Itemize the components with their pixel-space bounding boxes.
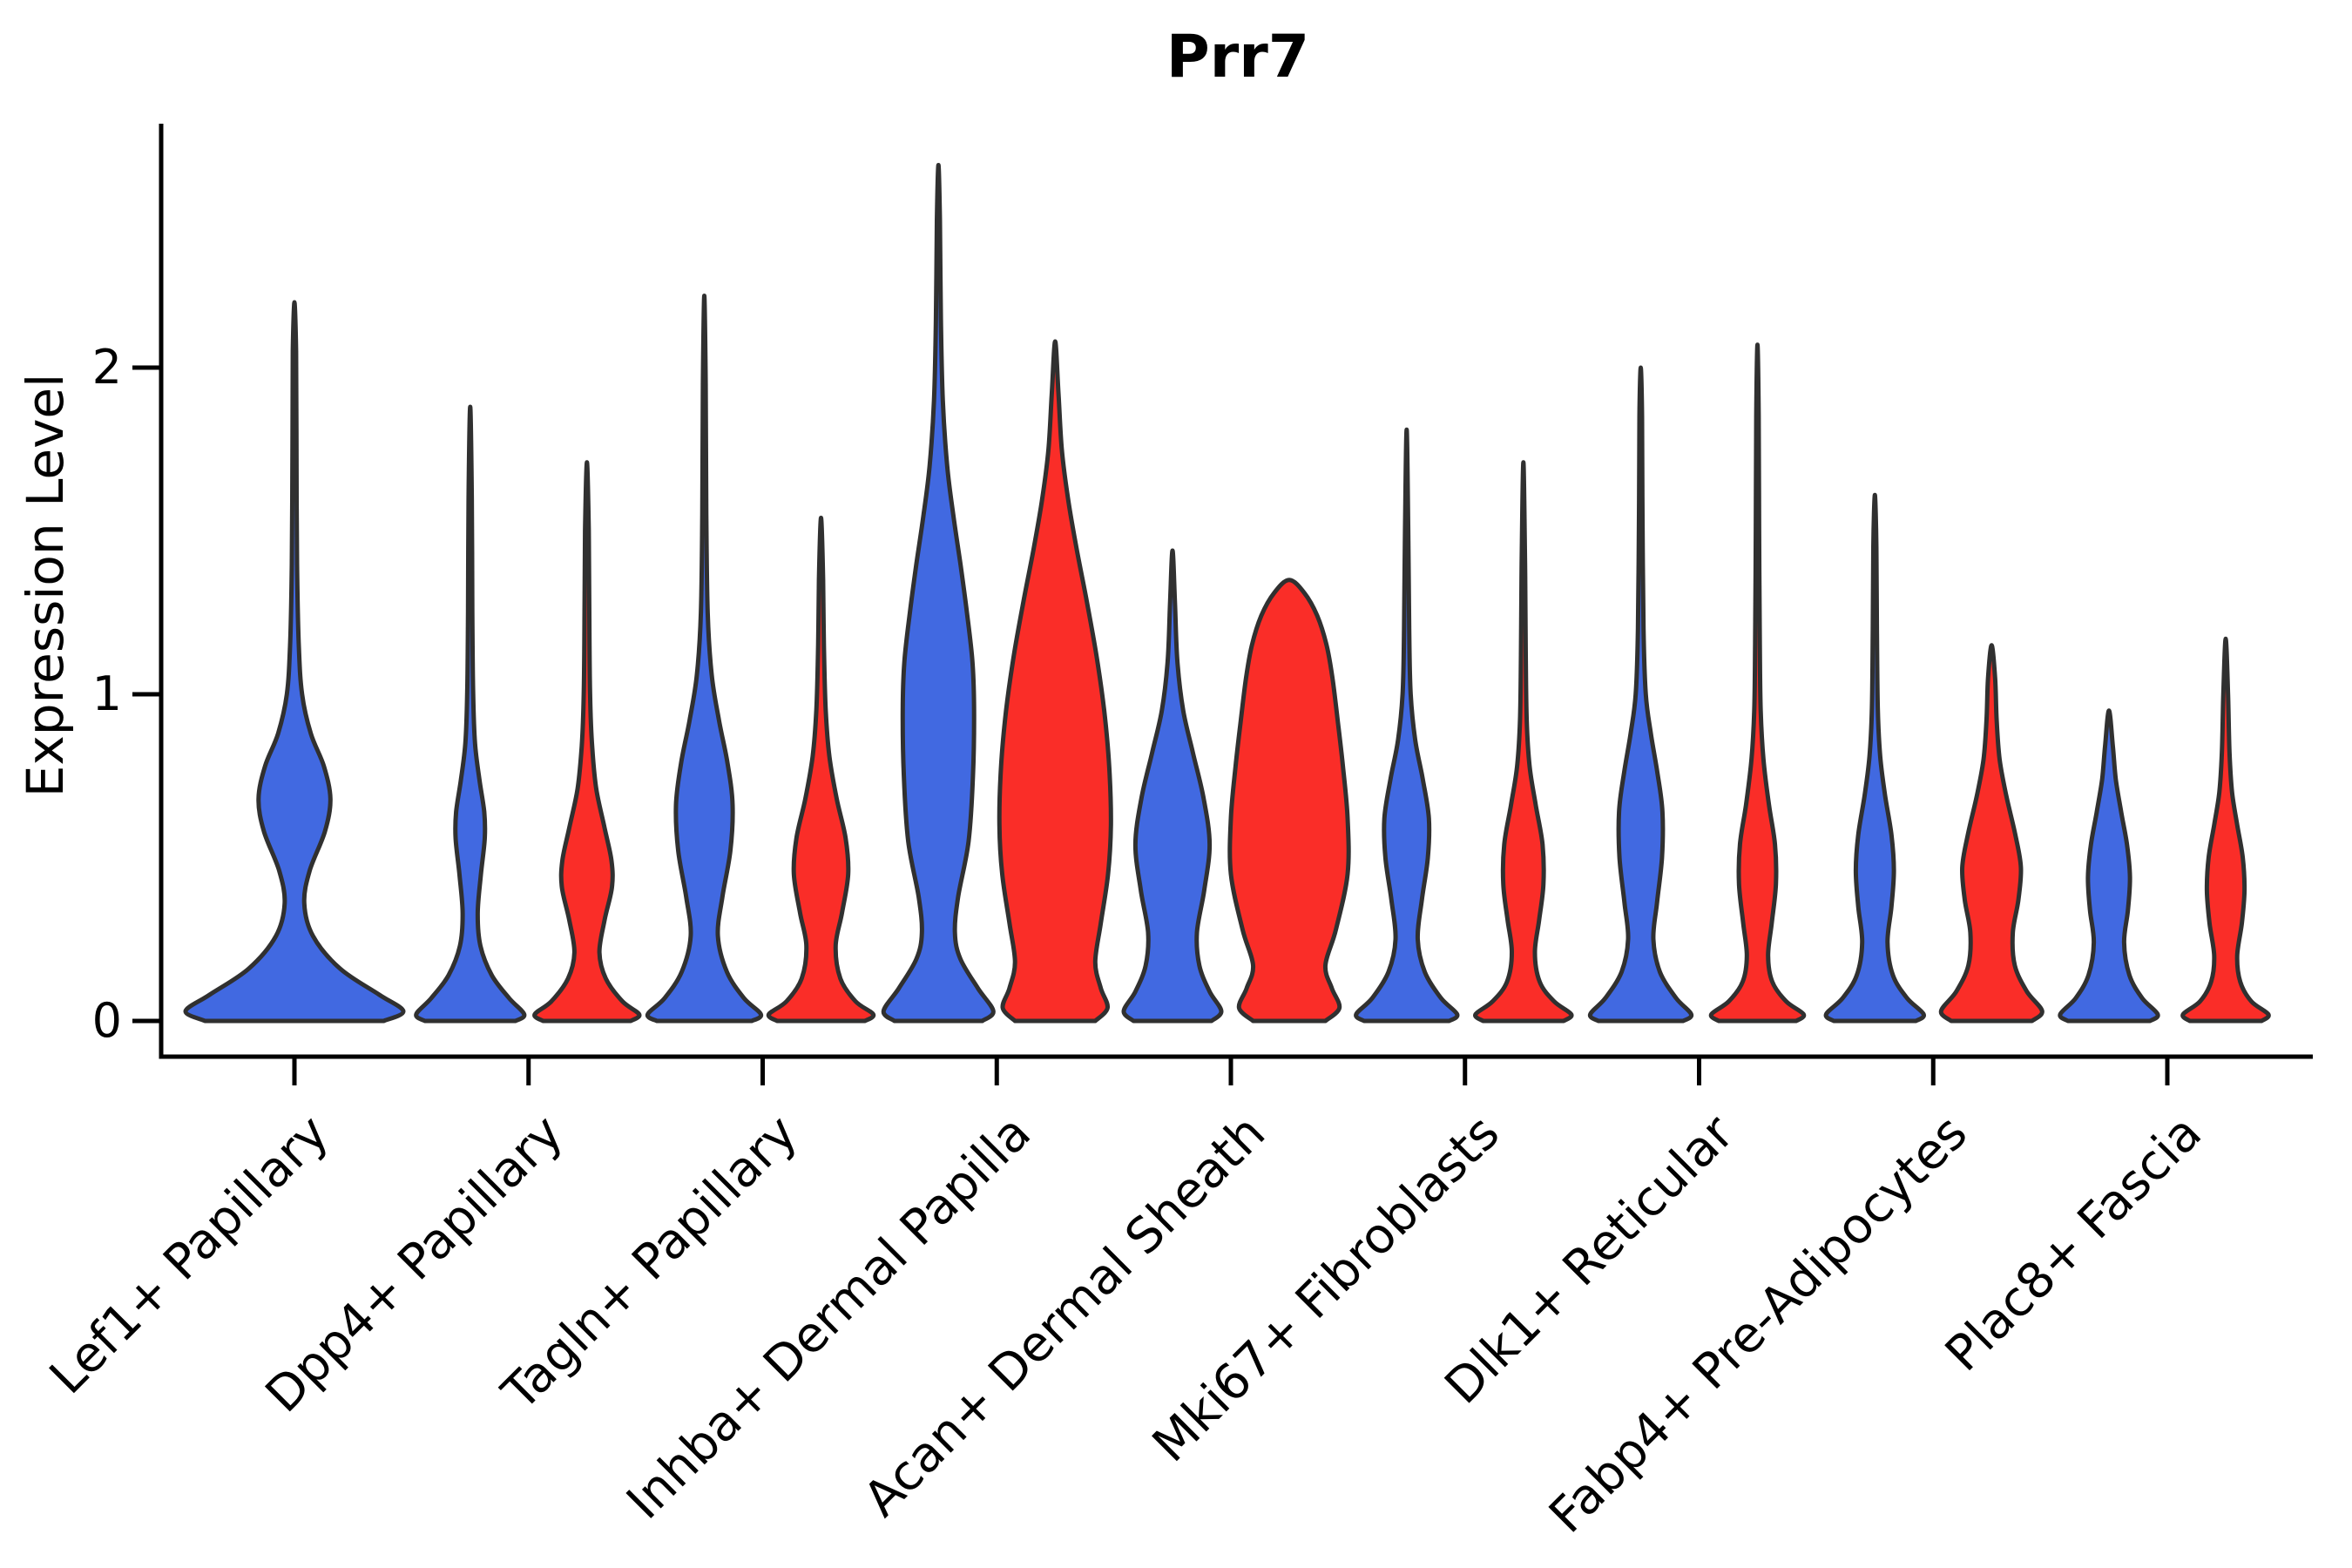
violin-dlk1-reticular-blue: [1587, 365, 1694, 1024]
violin-dpp4-papillary-blue: [414, 404, 527, 1024]
violin-dlk1-reticular-red: [1708, 342, 1807, 1024]
violin-plac8-fascia-blue: [2058, 708, 2160, 1024]
violin-acan-dermal-sheath-red: [1227, 578, 1351, 1024]
violin-inhba-dermal-papilla-red: [997, 339, 1113, 1024]
violin-fabp4-pre-adipocytes-blue: [1823, 492, 1926, 1024]
violin-tagln-papillary-red: [766, 516, 876, 1024]
violin-inhba-dermal-papilla-blue: [881, 163, 996, 1024]
chart-title: Prr7: [1166, 23, 1310, 91]
y-tick-label-1: 1: [91, 666, 122, 721]
violin-lef1-papillary-blue: [183, 300, 406, 1024]
violin-acan-dermal-sheath-blue: [1121, 548, 1224, 1024]
y-tick-label-2: 2: [91, 340, 122, 395]
violin-fabp4-pre-adipocytes-red: [1938, 643, 2044, 1024]
violin-tagln-papillary-blue: [645, 294, 764, 1024]
violin-dpp4-papillary-red: [532, 460, 642, 1024]
violin-mki67-fibroblasts-blue: [1354, 427, 1460, 1024]
y-tick-label-0: 0: [91, 993, 122, 1048]
violin-mki67-fibroblasts-red: [1473, 460, 1574, 1024]
violin-plac8-fascia-red: [2180, 636, 2271, 1024]
